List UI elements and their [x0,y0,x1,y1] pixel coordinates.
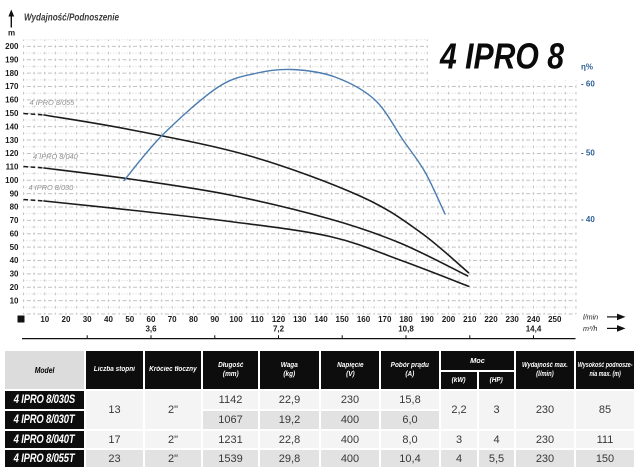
svg-text:110: 110 [251,315,264,324]
svg-text:7,2: 7,2 [273,325,285,334]
svg-text:100: 100 [229,315,243,324]
svg-text:150: 150 [5,109,19,118]
svg-text:40: 40 [10,256,19,265]
svg-text:4 IPRO 8/030: 4 IPRO 8/030 [29,183,75,192]
svg-text:14,4: 14,4 [526,325,542,334]
svg-text:60: 60 [10,229,19,238]
svg-text:80: 80 [189,315,198,324]
svg-text:50: 50 [10,243,19,252]
svg-text:220: 220 [484,315,498,324]
svg-text:3,6: 3,6 [145,325,157,334]
svg-text:210: 210 [463,315,477,324]
svg-text:50: 50 [125,315,134,324]
svg-text:190: 190 [5,56,19,65]
svg-text:160: 160 [357,315,371,324]
svg-text:m³/h: m³/h [583,324,597,333]
svg-text:190: 190 [421,315,435,324]
svg-text:130: 130 [5,136,19,145]
svg-text:20: 20 [10,283,19,292]
svg-text:180: 180 [5,69,19,78]
svg-text:70: 70 [168,315,177,324]
svg-text:200: 200 [442,315,456,324]
svg-text:- 50: - 50 [581,148,595,157]
svg-text:170: 170 [378,315,392,324]
svg-text:10: 10 [10,296,19,305]
svg-text:230: 230 [506,315,520,324]
svg-text:Wydajność/Podnoszenie: Wydajność/Podnoszenie [24,13,119,24]
svg-text:200: 200 [5,42,19,51]
svg-text:160: 160 [5,96,19,105]
svg-text:80: 80 [10,203,19,212]
svg-text:60: 60 [147,315,156,324]
svg-text:120: 120 [272,315,286,324]
svg-text:10: 10 [40,315,49,324]
svg-text:30: 30 [10,270,19,279]
svg-text:m: m [8,28,15,37]
svg-text:- 40: - 40 [581,215,595,224]
svg-text:4 IPRO 8/040: 4 IPRO 8/040 [33,152,79,161]
svg-text:30: 30 [83,315,92,324]
svg-text:250: 250 [548,315,562,324]
svg-text:- 60: - 60 [581,80,595,89]
svg-text:130: 130 [293,315,307,324]
svg-text:η%: η% [581,62,593,71]
svg-text:150: 150 [336,315,350,324]
svg-text:180: 180 [399,315,413,324]
svg-text:20: 20 [62,315,71,324]
svg-text:90: 90 [210,315,219,324]
svg-text:40: 40 [104,315,113,324]
svg-text:140: 140 [314,315,328,324]
svg-text:120: 120 [5,149,19,158]
svg-text:240: 240 [527,315,541,324]
svg-text:4 IPRO 8/055: 4 IPRO 8/055 [30,98,76,107]
svg-text:70: 70 [10,216,19,225]
svg-text:4 IPRO 8: 4 IPRO 8 [439,36,564,77]
svg-text:170: 170 [5,82,19,91]
svg-text:110: 110 [6,163,19,172]
svg-text:10,8: 10,8 [398,325,414,334]
svg-text:l/min: l/min [583,312,598,321]
svg-text:90: 90 [10,189,19,198]
svg-text:100: 100 [5,176,19,185]
svg-text:140: 140 [5,122,19,131]
